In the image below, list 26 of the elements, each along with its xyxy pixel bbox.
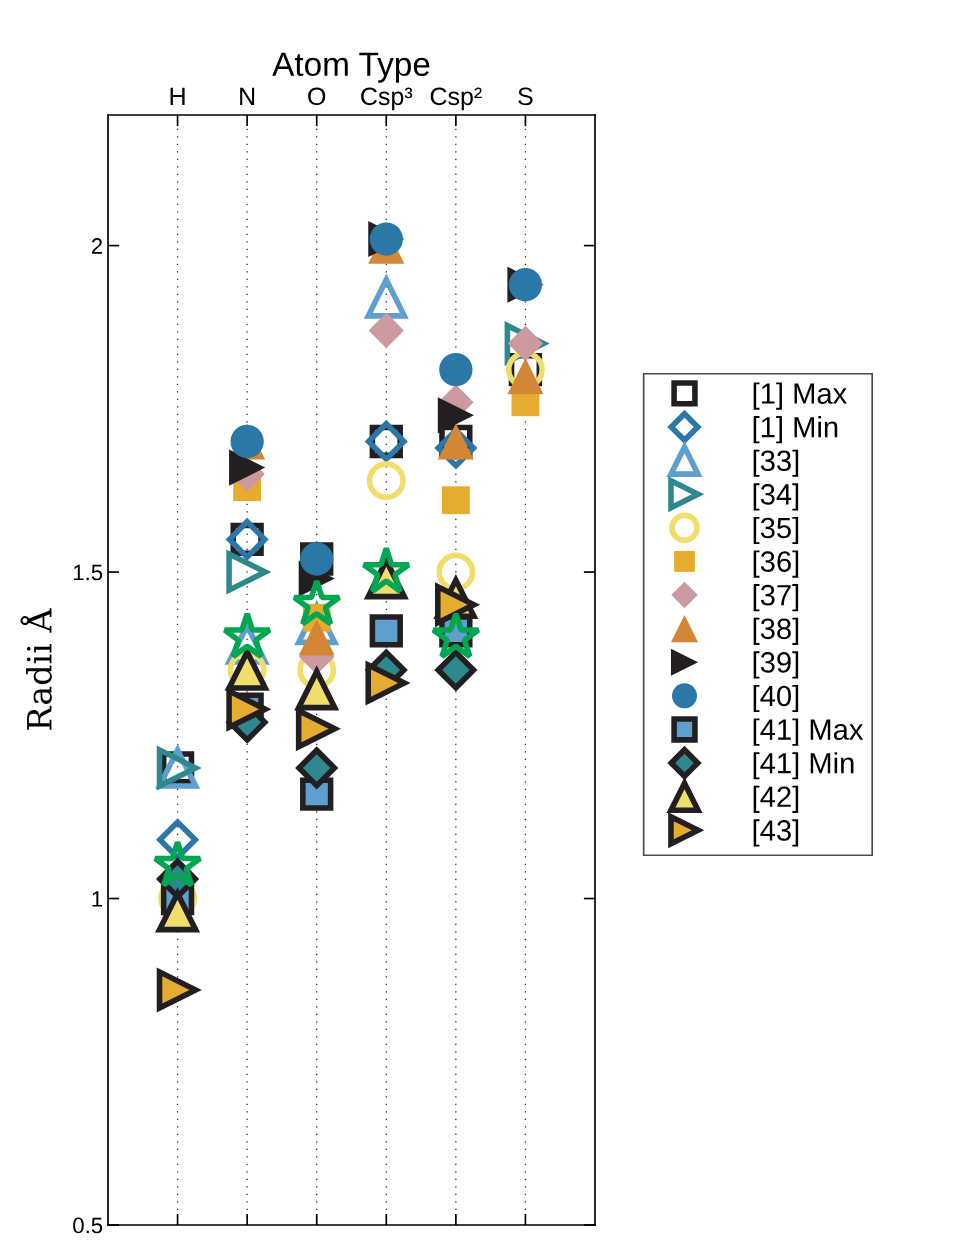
y-tick-label: 2 (91, 238, 103, 254)
legend-label: [34] (753, 483, 799, 511)
legend-label: [36] (753, 550, 799, 578)
legend-label: [35] (753, 516, 799, 545)
legend-label: [41] Min (753, 752, 854, 780)
x-tick-label: Csp³ (361, 87, 413, 111)
x-tick-label: O (308, 87, 326, 106)
x-tick-label: N (240, 87, 255, 105)
y-tick-label: 1 (92, 891, 103, 907)
legend-label: [38] (753, 617, 799, 645)
legend-label: [42] (753, 785, 799, 813)
legend-label: [1] Max (753, 382, 847, 410)
legend-label: [37] (753, 584, 799, 612)
x-tick-label: H (170, 87, 185, 105)
legend-label: [1] Min (753, 416, 838, 444)
x-axis-title: Atom Type (272, 52, 430, 83)
legend-label: [40] (753, 684, 799, 713)
legend-label: [39] (753, 651, 799, 679)
legend-label: [33] (753, 449, 799, 477)
x-tick-label: Csp² (430, 87, 482, 111)
x-tick-label: S (518, 87, 533, 106)
legend-label: [43] (753, 819, 799, 847)
y-axis-title: Radii Å (20, 608, 52, 730)
y-tick-label: 1.5 (73, 564, 103, 581)
y-tick-label: 0.5 (73, 1217, 103, 1234)
legend-label: [41] Max (753, 718, 864, 746)
